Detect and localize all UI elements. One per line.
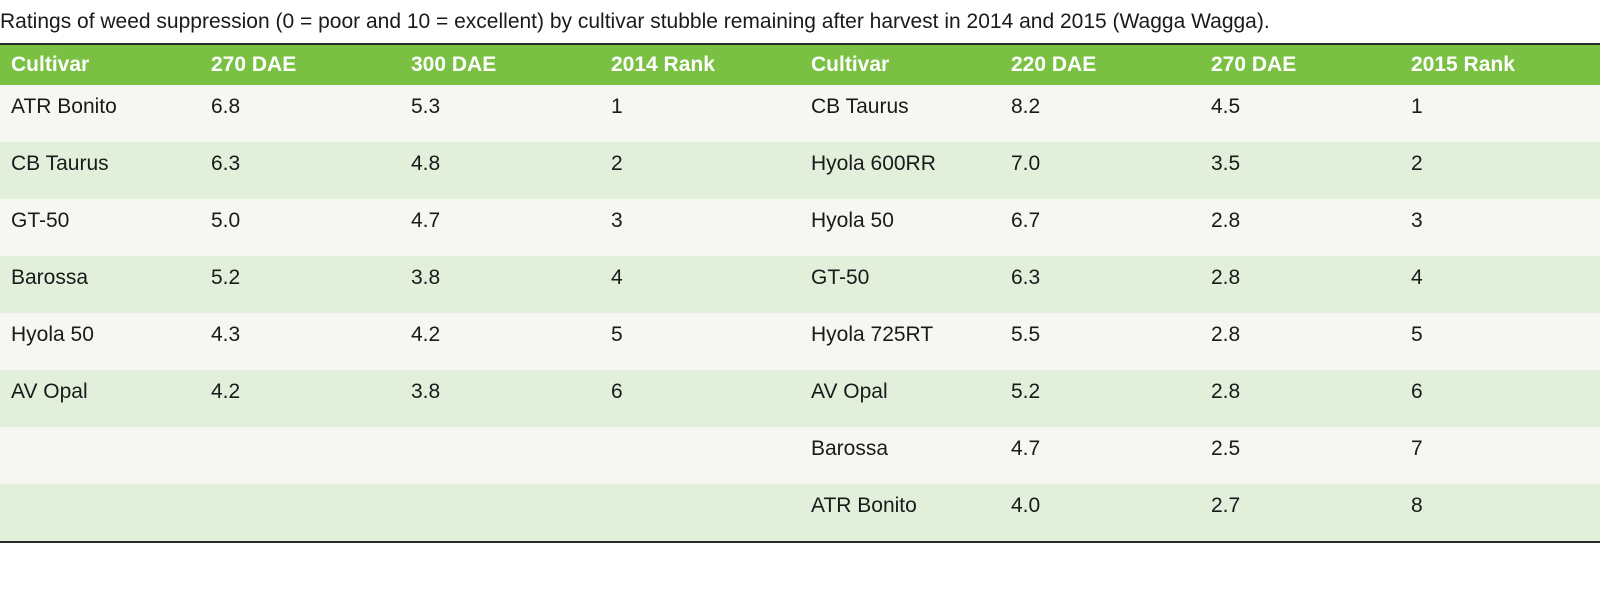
table-cell: 2.7: [1211, 494, 1241, 517]
header-2015-rank: 2015 Rank: [1411, 53, 1515, 76]
table-cell: [0, 484, 200, 541]
table-cell: 6.7: [1011, 209, 1041, 232]
table-cell: 5.2: [1011, 380, 1041, 403]
table-cell: 3: [1411, 209, 1423, 232]
table-cell: 2.8: [1211, 266, 1241, 289]
table-cell: 2.8: [1211, 380, 1241, 403]
table-cell: Hyola 725RT: [811, 323, 934, 346]
table-cell: 2.8: [1211, 209, 1241, 232]
table-cell: ATR Bonito: [11, 95, 117, 118]
table-row: ATR Bonito 6.8 5.3 1 CB Taurus 8.2 4.5 1: [0, 85, 1600, 142]
table-cell: 3.8: [411, 266, 441, 289]
table-cell: 5.3: [411, 95, 441, 118]
table-cell: 4.5: [1211, 95, 1241, 118]
table-cell: [0, 427, 200, 484]
table-cell: 5.5: [1011, 323, 1041, 346]
table-cell: 4: [611, 266, 623, 289]
table-cell: 4: [1411, 266, 1423, 289]
table-cell: 7.0: [1011, 152, 1041, 175]
table-cell: AV Opal: [11, 380, 88, 403]
header-220-dae-2015: 220 DAE: [1011, 53, 1097, 76]
header-cultivar-2015: Cultivar: [811, 53, 890, 76]
table-row: CB Taurus 6.3 4.8 2 Hyola 600RR 7.0 3.5 …: [0, 142, 1600, 199]
table-cell: 2.5: [1211, 437, 1241, 460]
table-cell: [400, 484, 600, 541]
table-cell: GT-50: [811, 266, 870, 289]
table-row: Barossa 4.7 2.5 7: [0, 427, 1600, 484]
table-cell: [400, 427, 600, 484]
table-row: Hyola 50 4.3 4.2 5 Hyola 725RT 5.5 2.8 5: [0, 313, 1600, 370]
table-cell: ATR Bonito: [811, 494, 917, 517]
table-cell: 4.7: [1011, 437, 1041, 460]
table-cell: 5: [1411, 323, 1423, 346]
table-cell: [200, 427, 400, 484]
table-caption: Ratings of weed suppression (0 = poor an…: [0, 10, 1270, 33]
table-cell: Hyola 50: [11, 323, 94, 346]
weed-suppression-table: Cultivar 270 DAE 300 DAE 2014 Rank Culti…: [0, 45, 1600, 541]
table-cell: 5.2: [211, 266, 241, 289]
table-cell: CB Taurus: [11, 152, 109, 175]
table-cell: 1: [1411, 95, 1423, 118]
table-cell: 6: [611, 380, 623, 403]
table-cell: 2: [1411, 152, 1423, 175]
table-cell: 1: [611, 95, 623, 118]
header-270-dae-2014: 270 DAE: [211, 53, 297, 76]
table-cell: 5: [611, 323, 623, 346]
table-cell: AV Opal: [811, 380, 888, 403]
table-cell: [200, 484, 400, 541]
table-cell: GT-50: [11, 209, 70, 232]
ratings-table-container: Cultivar 270 DAE 300 DAE 2014 Rank Culti…: [0, 43, 1600, 543]
table-row: AV Opal 4.2 3.8 6 AV Opal 5.2 2.8 6: [0, 370, 1600, 427]
table-cell: 4.8: [411, 152, 441, 175]
table-cell: 6.3: [1011, 266, 1041, 289]
table-row: ATR Bonito 4.0 2.7 8: [0, 484, 1600, 541]
table-cell: 3.8: [411, 380, 441, 403]
table-cell: Barossa: [11, 266, 89, 289]
table-cell: 2: [611, 152, 623, 175]
table-cell: 8.2: [1011, 95, 1041, 118]
header-row: Cultivar 270 DAE 300 DAE 2014 Rank Culti…: [0, 45, 1600, 85]
table-cell: 8: [1411, 494, 1423, 517]
table-cell: 7: [1411, 437, 1423, 460]
table-cell: 5.0: [211, 209, 241, 232]
header-270-dae-2015: 270 DAE: [1211, 53, 1297, 76]
table-row: GT-50 5.0 4.7 3 Hyola 50 6.7 2.8 3: [0, 199, 1600, 256]
header-300-dae-2014: 300 DAE: [411, 53, 497, 76]
table-row: Barossa 5.2 3.8 4 GT-50 6.3 2.8 4: [0, 256, 1600, 313]
table-cell: 4.0: [1011, 494, 1041, 517]
table-cell: CB Taurus: [811, 95, 909, 118]
table-cell: 4.7: [411, 209, 441, 232]
table-cell: 4.2: [411, 323, 441, 346]
table-cell: 6.8: [211, 95, 241, 118]
header-cultivar-2014: Cultivar: [11, 53, 90, 76]
table-cell: Hyola 50: [811, 209, 894, 232]
table-cell: 4.2: [211, 380, 241, 403]
table-cell: Hyola 600RR: [811, 152, 936, 175]
table-cell: 3.5: [1211, 152, 1241, 175]
table-cell: 3: [611, 209, 623, 232]
table-cell: [600, 427, 800, 484]
table-cell: 4.3: [211, 323, 241, 346]
table-cell: 2.8: [1211, 323, 1241, 346]
header-2014-rank: 2014 Rank: [611, 53, 715, 76]
table-cell: [600, 484, 800, 541]
table-cell: 6.3: [211, 152, 241, 175]
table-cell: 6: [1411, 380, 1423, 403]
table-cell: Barossa: [811, 437, 889, 460]
